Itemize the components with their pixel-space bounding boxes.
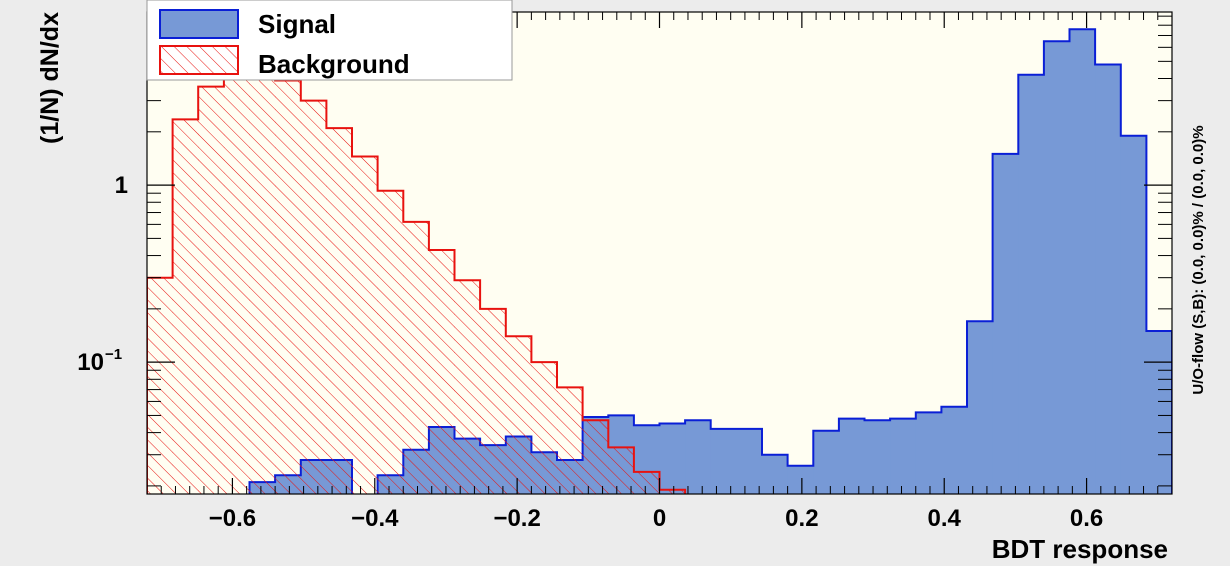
signal-bar <box>838 418 865 494</box>
x-tick-label: −0.2 <box>493 505 540 532</box>
signal-bar <box>992 153 1019 494</box>
legend-swatch-signal <box>159 9 239 39</box>
signal-bar <box>659 423 686 494</box>
signal-bar <box>762 454 789 494</box>
signal-bar <box>915 412 942 494</box>
background-bar <box>480 308 507 494</box>
background-bar <box>249 64 276 494</box>
signal-bar <box>941 406 968 494</box>
background-bar <box>454 280 481 494</box>
y-tick-label: 10 <box>77 349 104 376</box>
background-bar <box>275 80 302 494</box>
signal-bar <box>1120 135 1147 494</box>
x-tick-label: −0.6 <box>209 505 256 532</box>
background-bar <box>352 156 379 494</box>
background-bar <box>300 100 327 494</box>
signal-bar <box>890 418 917 494</box>
background-bar <box>223 67 250 494</box>
signal-bar <box>736 428 763 494</box>
y-tick-label: 1 <box>115 172 128 199</box>
x-tick-label: 0 <box>653 505 666 532</box>
signal-bar <box>685 420 712 494</box>
background-bar <box>633 471 660 494</box>
legend: Signal Background <box>146 0 513 81</box>
legend-label-background: Background <box>258 49 410 79</box>
x-tick-label: 0.2 <box>785 505 818 532</box>
legend-label-signal: Signal <box>258 9 336 39</box>
background-bar <box>505 336 532 494</box>
background-bar <box>147 277 174 494</box>
signal-bar <box>967 321 994 494</box>
x-tick-label: −0.4 <box>351 505 399 532</box>
background-bar <box>608 447 635 494</box>
background-bar <box>659 489 686 494</box>
x-tick-label: 0.4 <box>928 505 962 532</box>
histogram-layer <box>147 28 1172 494</box>
signal-bar <box>1095 64 1122 494</box>
background-bar <box>377 190 404 494</box>
background-bar <box>582 420 609 494</box>
background-bar <box>428 250 455 494</box>
background-bar <box>326 128 353 494</box>
signal-bar <box>813 430 840 494</box>
signal-bar <box>1146 331 1172 494</box>
background-bar <box>557 387 584 494</box>
signal-bar <box>787 465 814 494</box>
x-tick-label: 0.6 <box>1070 505 1103 532</box>
background-bar <box>531 362 558 494</box>
overflow-label: U/O-flow (S,B): (0.0, 0.0)% / (0.0, 0.0)… <box>1190 125 1207 394</box>
signal-bar <box>710 428 737 494</box>
signal-bar <box>1018 74 1045 494</box>
background-bar <box>172 119 199 494</box>
y-tick-exponent: −1 <box>105 346 122 363</box>
signal-bar <box>864 420 891 494</box>
x-axis-label: BDT response <box>992 534 1168 564</box>
axis-ticks: −0.6 −0.4 −0.2 0 0.2 0.4 0.6 10 −1 1 <box>77 12 1172 532</box>
legend-swatch-background <box>159 45 239 75</box>
background-bar <box>198 86 225 494</box>
background-bar <box>403 221 430 494</box>
y-axis-label: (1/N) dN/dx <box>36 12 64 144</box>
signal-bar <box>1043 41 1070 494</box>
signal-bar <box>1069 29 1096 494</box>
